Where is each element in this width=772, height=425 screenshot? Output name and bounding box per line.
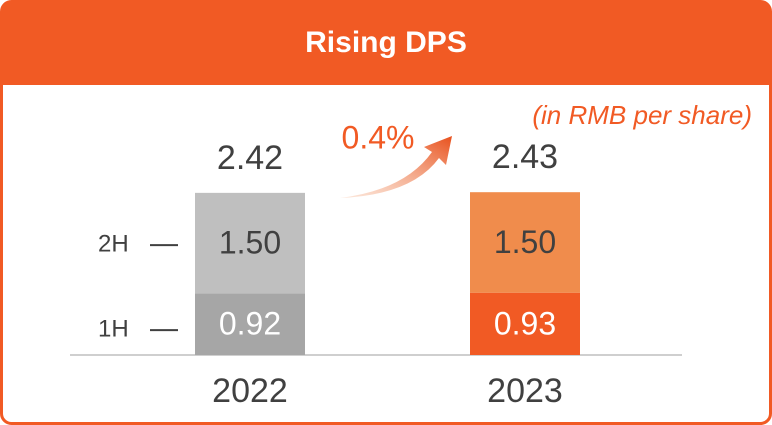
- header: [1, 1, 771, 85]
- annotation: 0.4%: [342, 119, 415, 155]
- segment-label: 0.92: [219, 306, 281, 342]
- total-label: 2.42: [217, 139, 283, 177]
- x-tick-label: 2022: [212, 372, 288, 410]
- series-label: 2H: [98, 230, 129, 257]
- total-label: 2.43: [492, 138, 558, 176]
- bar-segment: [470, 292, 580, 355]
- growth-arrow: [340, 136, 452, 198]
- segment-label: 1.50: [494, 224, 556, 260]
- bar-segment: [470, 192, 580, 293]
- chart-title: Rising DPS: [305, 26, 467, 59]
- bar-segment: [195, 192, 305, 294]
- series-label: 1H: [98, 316, 129, 343]
- segment-label: 0.93: [494, 305, 556, 341]
- x-tick-label: 2023: [487, 372, 563, 410]
- subtitle: (in RMB per share): [532, 100, 752, 130]
- bar-segment: [195, 293, 305, 355]
- segment-label: 1.50: [219, 225, 281, 261]
